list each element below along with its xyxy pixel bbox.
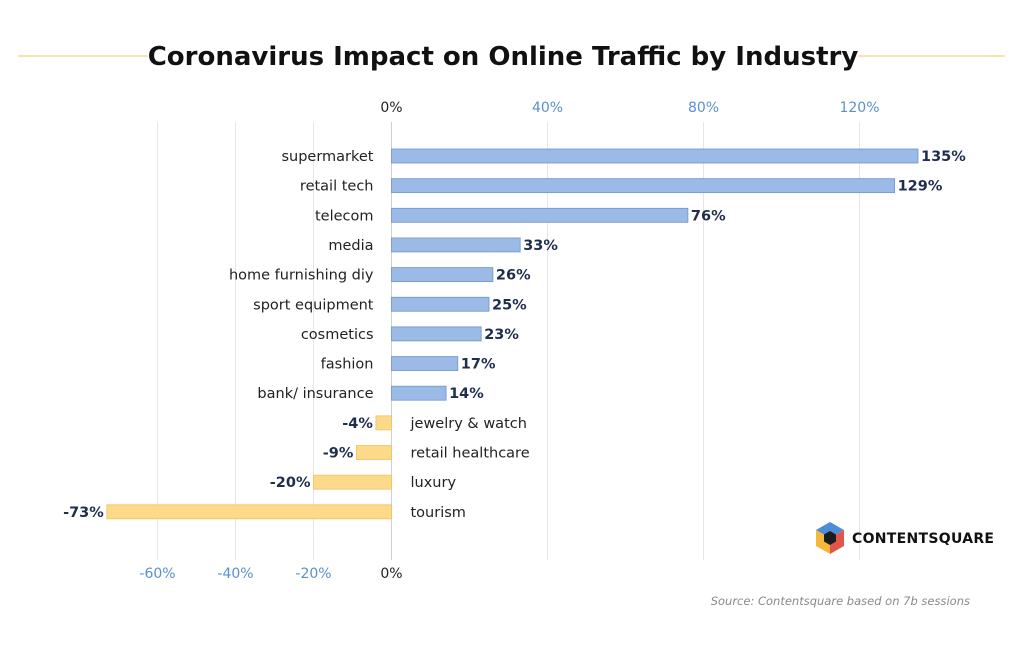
bar-sport-equipment [391, 296, 490, 312]
value-label: 26% [496, 268, 531, 284]
bar-cosmetics [391, 326, 482, 342]
bottom-tick-label: 0% [380, 566, 402, 582]
bar-supermarket [391, 148, 919, 164]
bars [106, 148, 919, 520]
bar-tourism [106, 504, 392, 520]
value-label: 23% [484, 327, 519, 343]
category-label: retail tech [300, 179, 374, 195]
category-label: supermarket [281, 149, 373, 165]
category-label: tourism [411, 505, 466, 521]
bottom-tick-label: -40% [217, 566, 253, 582]
value-label: -73% [63, 505, 104, 521]
top-tick-label: 40% [532, 100, 563, 116]
category-label: luxury [411, 475, 457, 491]
brand-name: CONTENTSQUARE [852, 531, 994, 547]
category-label: fashion [321, 357, 374, 373]
category-label: sport equipment [253, 297, 374, 313]
bar-bank-insurance [391, 385, 447, 401]
bar-retail-tech [391, 178, 896, 194]
bar-retail-healthcare [355, 445, 392, 460]
bottom-tick-label: -20% [295, 566, 331, 582]
contentsquare-hexagon-logo [816, 522, 844, 554]
bar-luxury [313, 474, 392, 490]
bottom-axis: -60% -40% -20% 0% [139, 566, 402, 582]
top-tick-label: 80% [688, 100, 719, 116]
category-label: retail healthcare [411, 446, 530, 462]
value-label: -4% [342, 416, 373, 432]
value-label: -9% [323, 446, 354, 462]
value-label: 25% [492, 297, 527, 313]
bar-jewelry-watch [375, 415, 392, 431]
value-label: 129% [898, 179, 943, 195]
bottom-tick-label: -60% [139, 566, 175, 582]
chart-title: Coronavirus Impact on Online Traffic by … [148, 42, 859, 72]
value-label: 135% [921, 149, 966, 165]
bar-media [391, 237, 521, 253]
value-label: 33% [523, 238, 558, 254]
top-tick-label: 120% [839, 100, 879, 116]
category-label: media [328, 238, 373, 254]
category-label: home furnishing diy [229, 268, 374, 284]
category-label: jewelry & watch [410, 416, 527, 432]
bar-telecom [391, 207, 689, 223]
source-note: Source: Contentsquare based on 7b sessio… [711, 594, 970, 608]
category-label: cosmetics [301, 327, 374, 343]
bar-home-furnishing-diy [391, 267, 494, 283]
value-label: -20% [270, 475, 311, 491]
value-label: 17% [461, 357, 496, 373]
value-label: 76% [691, 208, 726, 224]
top-axis: 0% 40% 80% 120% [380, 100, 879, 116]
bar-fashion [391, 356, 459, 371]
category-label: bank/ insurance [257, 386, 373, 402]
category-label: telecom [315, 208, 374, 224]
labels: supermarket 135% retail tech 129% telecom 76%… [63, 149, 966, 521]
top-tick-label: 0% [380, 100, 402, 116]
value-label: 14% [449, 386, 484, 402]
